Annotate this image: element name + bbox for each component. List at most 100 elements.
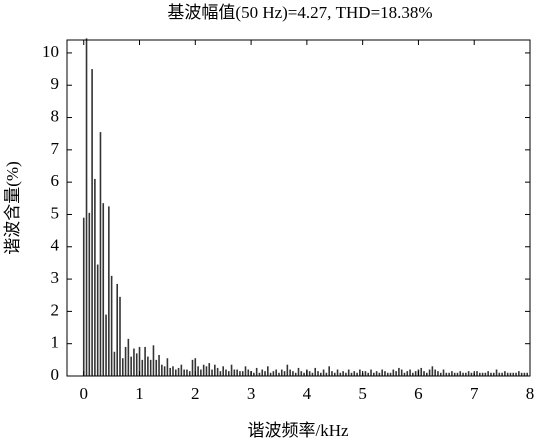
bar xyxy=(520,372,523,376)
bar xyxy=(434,369,436,376)
bar xyxy=(286,364,289,376)
bar xyxy=(320,372,322,376)
bar xyxy=(409,369,411,376)
bar xyxy=(478,372,481,376)
bar xyxy=(216,367,219,376)
bar xyxy=(353,371,356,376)
bar xyxy=(509,372,512,376)
bar xyxy=(138,346,141,376)
bar xyxy=(147,356,149,376)
bar xyxy=(490,372,492,376)
bar xyxy=(459,371,462,376)
bar xyxy=(258,372,261,376)
bar xyxy=(208,363,211,376)
bar xyxy=(96,264,99,376)
bar xyxy=(272,371,275,376)
bar xyxy=(476,371,478,376)
bar xyxy=(155,359,158,376)
bar xyxy=(314,367,317,376)
bar xyxy=(456,372,459,376)
x-axis-label: 谐波频率/kHz xyxy=(247,421,348,440)
bar xyxy=(191,359,194,376)
bar xyxy=(135,353,138,376)
bar xyxy=(389,372,392,376)
y-tick-label: 8 xyxy=(51,106,60,125)
x-tick-label: 0 xyxy=(79,384,88,403)
bar xyxy=(116,283,119,376)
bar xyxy=(370,369,372,376)
y-tick-label: 2 xyxy=(51,300,60,319)
bar xyxy=(91,69,93,377)
y-tick-label: 6 xyxy=(51,171,60,190)
bar xyxy=(342,371,344,376)
x-tick-label: 2 xyxy=(191,384,200,403)
bar xyxy=(247,369,250,376)
bar xyxy=(161,364,163,376)
bar xyxy=(386,372,389,376)
bar xyxy=(462,372,464,376)
bar xyxy=(339,372,342,376)
bar xyxy=(400,369,403,376)
bar xyxy=(426,372,428,376)
bar xyxy=(219,371,222,376)
bar xyxy=(515,372,517,376)
bar xyxy=(255,367,258,376)
bar xyxy=(406,371,409,376)
bar xyxy=(437,371,439,376)
bar xyxy=(504,371,506,376)
bar xyxy=(130,356,132,376)
bar xyxy=(124,346,127,376)
bar xyxy=(244,366,247,376)
bar xyxy=(378,372,381,376)
bar xyxy=(163,366,166,376)
bar xyxy=(214,364,216,376)
bar xyxy=(183,369,185,376)
bar xyxy=(158,355,160,376)
bar xyxy=(149,359,152,376)
bar xyxy=(336,369,339,376)
bar xyxy=(384,371,386,376)
bar xyxy=(133,348,135,376)
bar xyxy=(127,338,130,376)
bar xyxy=(392,369,395,376)
bar xyxy=(420,367,423,376)
bar xyxy=(205,366,208,376)
bar xyxy=(233,369,236,376)
bar xyxy=(194,358,197,376)
bar xyxy=(169,367,171,376)
bar xyxy=(423,371,425,376)
bar xyxy=(453,372,456,376)
bar xyxy=(278,372,280,376)
bar xyxy=(241,371,244,376)
x-tick-label: 1 xyxy=(135,384,144,403)
bar xyxy=(470,372,473,376)
bar xyxy=(356,372,358,376)
bar xyxy=(448,372,450,376)
y-tick-label: 4 xyxy=(51,236,60,255)
bar xyxy=(222,366,224,376)
chart-title: 基波幅值(50 Hz)=4.27, THD=18.38% xyxy=(167,3,432,22)
bar xyxy=(152,345,155,376)
bar xyxy=(367,372,370,376)
bar xyxy=(350,372,353,376)
x-tick-label: 4 xyxy=(303,384,312,403)
bar xyxy=(88,212,91,376)
x-tick-label: 7 xyxy=(470,384,479,403)
bar xyxy=(328,366,330,376)
bar xyxy=(200,369,202,376)
y-tick-label: 3 xyxy=(51,268,60,287)
bar xyxy=(403,372,406,376)
bar xyxy=(467,371,470,376)
bar xyxy=(211,369,213,376)
y-tick-label: 7 xyxy=(51,139,60,158)
bar xyxy=(113,351,116,376)
x-tick-label: 6 xyxy=(414,384,423,403)
bar xyxy=(439,372,442,376)
bar xyxy=(487,371,489,376)
bar xyxy=(501,372,503,376)
bar xyxy=(230,364,233,376)
bar xyxy=(110,275,113,376)
bar xyxy=(481,372,484,376)
bar xyxy=(311,372,314,376)
